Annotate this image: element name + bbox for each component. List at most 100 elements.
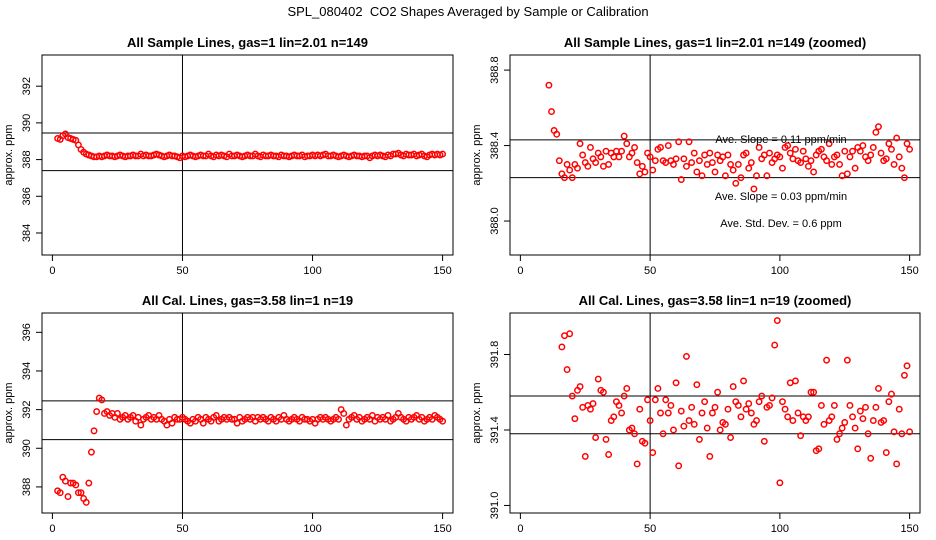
data-point [768,394,776,402]
y-tick-label: 396 [21,323,33,341]
data-point [662,396,670,404]
data-points [54,394,447,506]
data-point [841,147,849,155]
data-point [90,427,98,435]
data-point [618,147,626,155]
data-point [85,479,93,487]
data-point [657,144,664,151]
x-tick-label: 100 [303,265,321,277]
data-point [727,160,735,168]
data-point [576,383,584,391]
plot-frame [509,54,921,256]
data-point [688,159,696,166]
data-point [833,435,841,443]
data-point [633,159,641,166]
data-point [615,402,623,409]
data-point [867,151,875,159]
data-point [851,424,859,432]
data-point [563,160,571,168]
data-point [727,434,735,441]
data-point [875,123,882,131]
data-point [734,160,742,168]
chart-panel-2: All Sample Lines, gas=1 lin=2.01 n=149 (… [471,35,921,277]
data-point [828,413,836,421]
data-point [789,417,797,424]
data-point [856,407,864,415]
data-point [703,424,711,432]
data-point [711,403,719,411]
x-tick-label: 150 [900,265,918,277]
y-tick-label: 388.8 [489,56,501,84]
data-point [810,168,818,176]
y-axis-label: approx. ppm [471,382,483,443]
data-point [773,317,781,324]
data-point [786,149,794,157]
data-point [760,437,768,445]
data-point [581,452,589,460]
data-points [558,317,914,487]
data-point [683,162,690,170]
x-tick-label: 100 [771,265,789,277]
data-point [212,411,220,419]
data-point [168,419,176,427]
y-tick-label: 388.4 [489,132,501,160]
data-point [820,420,828,428]
y-tick-label: 390 [21,114,33,132]
data-point [771,341,779,349]
data-point [706,149,714,157]
data-point [672,155,680,163]
data-point [628,424,636,432]
data-point [602,435,610,443]
data-point [553,130,561,138]
data-point [729,166,737,174]
plot-frame [41,312,454,514]
data-point [755,398,763,406]
data-point [340,410,348,417]
y-tick-label: 386 [21,187,33,205]
data-point [586,144,594,151]
data-point [893,134,901,142]
data-point [82,498,90,506]
data-point [708,159,716,166]
data-point [869,417,877,424]
data-point [799,147,807,155]
data-point [898,430,906,438]
chart-panel-1: All Sample Lines, gas=1 lin=2.01 n=149 0 5… [3,35,454,277]
data-point [895,405,903,413]
data-point [584,162,592,170]
data-point [693,381,701,389]
data-point [618,409,626,417]
x-tick-label: 50 [176,265,188,277]
data-point [636,405,644,413]
data-point [690,149,698,157]
data-point [690,420,698,428]
data-point [882,155,890,163]
data-point [574,164,581,172]
data-point [641,168,649,176]
data-point [779,164,786,172]
data-point [714,388,722,396]
data-point [740,377,747,385]
data-point [439,150,447,158]
panel-title: All Sample Lines, gas=1 lin=2.01 n=149 [127,35,368,50]
data-point [825,140,833,148]
data-point [823,157,831,165]
data-point [649,449,657,457]
y-tick-label: 394 [21,362,33,380]
data-point [804,162,812,170]
data-point [895,153,903,161]
data-point [807,388,815,396]
data-point [576,140,584,148]
data-point [87,448,95,456]
data-point [623,140,631,148]
data-point [610,413,618,421]
data-point [872,128,880,136]
data-point [849,147,856,155]
data-point [843,356,851,364]
data-point [620,392,628,400]
plot-frame [509,312,921,514]
y-tick-label: 388 [21,150,33,168]
data-point [804,413,812,421]
data-point [568,174,576,182]
